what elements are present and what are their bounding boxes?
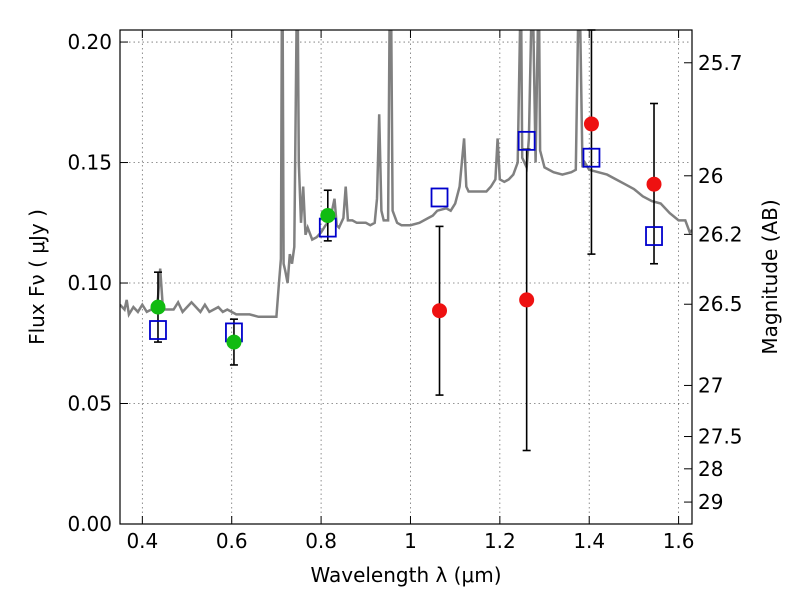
x-tick-label: 0.6 xyxy=(216,529,248,553)
y2-tick-label: 29 xyxy=(698,490,723,514)
x-tick-label: 0.4 xyxy=(126,529,158,553)
y-tick-label: 0.10 xyxy=(67,271,112,295)
x-tick-label: 1.6 xyxy=(663,529,695,553)
tick-layer: 0.4 0.6 0.8 1 1.2 1.4 1.6 0.00 0.05 0.10 0.15 0.20 2… xyxy=(67,30,743,553)
y2-tick-label: 26 xyxy=(698,164,723,188)
y-tick-label: 0.05 xyxy=(67,392,112,416)
plot-frame xyxy=(119,29,693,525)
green-data-point xyxy=(320,208,336,224)
spectrum-line xyxy=(120,30,692,319)
y2-axis-label: Magnitude (AB) xyxy=(758,199,782,354)
y2-tick-label: 28 xyxy=(698,457,723,481)
model-square-point xyxy=(645,226,663,246)
y2-tick-label: 25.7 xyxy=(698,51,743,75)
red-data-point xyxy=(646,176,662,192)
y-axis-label: Flux Fν ( μJy ) xyxy=(25,209,49,345)
red-data-point xyxy=(519,292,535,308)
green-data-point xyxy=(226,334,242,350)
x-tick-label: 1.4 xyxy=(573,529,605,553)
y2-tick-label: 26.2 xyxy=(698,222,743,246)
green-data-point xyxy=(150,299,166,315)
red-data-point xyxy=(583,116,599,132)
model-square-point xyxy=(149,320,167,340)
red-data-point xyxy=(432,303,448,319)
x-tick-label: 0.8 xyxy=(305,529,337,553)
model-square-point xyxy=(430,187,449,208)
spectrum-layer xyxy=(120,30,692,319)
x-tick-label: 1.2 xyxy=(484,529,516,553)
y-tick-label: 0.15 xyxy=(67,151,112,175)
x-axis-label: Wavelength λ (μm) xyxy=(310,563,501,587)
y-tick-label: 0.20 xyxy=(67,30,112,54)
y-tick-label: 0.00 xyxy=(67,512,112,536)
y2-tick-label: 27 xyxy=(698,373,723,397)
model-square-point xyxy=(517,130,536,151)
x-tick-label: 1 xyxy=(404,529,417,553)
model-square-point xyxy=(582,147,601,168)
point-layer xyxy=(149,116,663,350)
y2-tick-label: 27.5 xyxy=(698,425,743,449)
y2-tick-label: 26.5 xyxy=(698,292,743,316)
